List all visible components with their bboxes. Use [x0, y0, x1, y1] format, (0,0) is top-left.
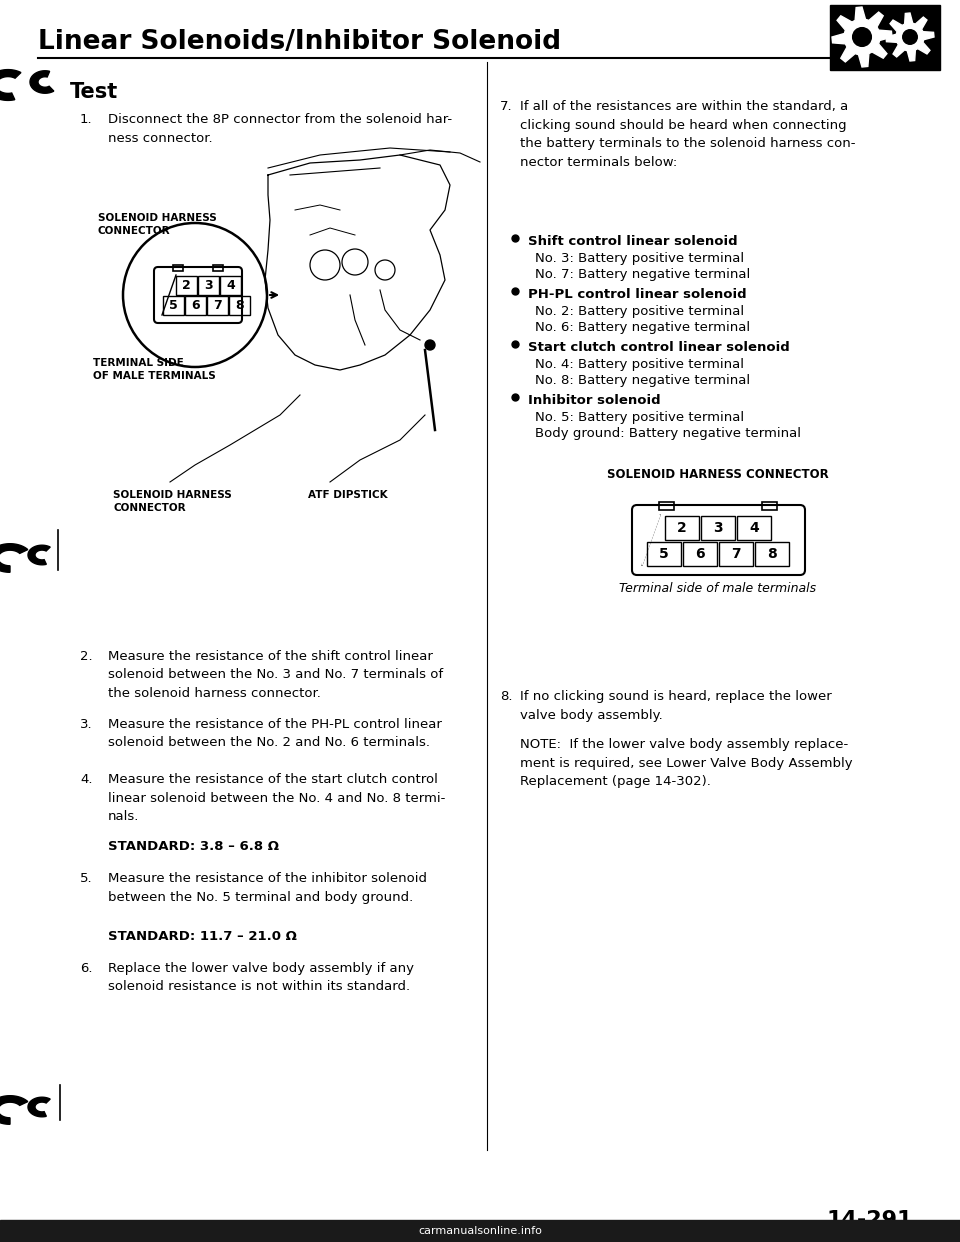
Text: No. 6: Battery negative terminal: No. 6: Battery negative terminal: [535, 320, 750, 334]
Bar: [647, 542, 681, 566]
Polygon shape: [832, 7, 892, 67]
Bar: [701, 515, 735, 540]
Text: PH-PL control linear solenoid: PH-PL control linear solenoid: [528, 288, 747, 301]
Text: No. 3: Battery positive terminal: No. 3: Battery positive terminal: [535, 252, 744, 265]
Text: 1.: 1.: [80, 113, 92, 125]
Text: 4: 4: [749, 520, 758, 535]
Text: 5: 5: [660, 546, 669, 561]
Text: 14-291: 14-291: [827, 1210, 913, 1230]
Bar: [207, 296, 228, 315]
Bar: [213, 265, 223, 271]
Bar: [737, 515, 771, 540]
Bar: [220, 276, 241, 296]
Text: Disconnect the 8P connector from the solenoid har-
ness connector.: Disconnect the 8P connector from the sol…: [108, 113, 452, 144]
Text: Measure the resistance of the shift control linear
solenoid between the No. 3 an: Measure the resistance of the shift cont…: [108, 650, 444, 700]
Text: If all of the resistances are within the standard, a
clicking sound should be he: If all of the resistances are within the…: [520, 101, 855, 169]
Text: SOLENOID HARNESS
CONNECTOR: SOLENOID HARNESS CONNECTOR: [98, 212, 217, 236]
Text: Start clutch control linear solenoid: Start clutch control linear solenoid: [528, 342, 790, 354]
Bar: [229, 296, 250, 315]
Text: 4: 4: [227, 279, 235, 292]
Text: Body ground: Battery negative terminal: Body ground: Battery negative terminal: [535, 427, 801, 440]
Text: Terminal side of male terminals: Terminal side of male terminals: [619, 582, 817, 595]
Bar: [665, 515, 699, 540]
Text: Measure the resistance of the PH-PL control linear
solenoid between the No. 2 an: Measure the resistance of the PH-PL cont…: [108, 718, 442, 749]
Polygon shape: [28, 545, 50, 565]
Text: 7.: 7.: [500, 101, 513, 113]
Text: ATF DIPSTICK: ATF DIPSTICK: [308, 491, 388, 501]
Bar: [0, 1220, 960, 1242]
Text: No. 7: Battery negative terminal: No. 7: Battery negative terminal: [535, 268, 751, 281]
Bar: [173, 265, 183, 271]
Polygon shape: [0, 544, 28, 573]
Text: Linear Solenoids/Inhibitor Solenoid: Linear Solenoids/Inhibitor Solenoid: [38, 29, 562, 55]
Text: 2.: 2.: [80, 650, 92, 663]
Text: 2: 2: [182, 279, 191, 292]
Bar: [830, 5, 940, 70]
Text: STANDARD: 3.8 – 6.8 Ω: STANDARD: 3.8 – 6.8 Ω: [108, 840, 279, 853]
Text: Shift control linear solenoid: Shift control linear solenoid: [528, 235, 737, 248]
Text: SOLENOID HARNESS CONNECTOR: SOLENOID HARNESS CONNECTOR: [607, 468, 828, 481]
Text: No. 8: Battery negative terminal: No. 8: Battery negative terminal: [535, 374, 750, 388]
Polygon shape: [0, 70, 21, 101]
Bar: [198, 276, 219, 296]
Text: carmanualsonline.info: carmanualsonline.info: [418, 1226, 542, 1236]
Text: SOLENOID HARNESS
CONNECTOR: SOLENOID HARNESS CONNECTOR: [113, 491, 231, 513]
Circle shape: [425, 340, 435, 350]
Text: 4.: 4.: [80, 773, 92, 786]
Text: No. 5: Battery positive terminal: No. 5: Battery positive terminal: [535, 411, 744, 424]
Polygon shape: [30, 71, 54, 93]
Polygon shape: [642, 515, 660, 565]
Text: TERMINAL SIDE
OF MALE TERMINALS: TERMINAL SIDE OF MALE TERMINALS: [93, 358, 216, 381]
Circle shape: [852, 27, 872, 46]
Bar: [176, 276, 197, 296]
Text: 6: 6: [695, 546, 705, 561]
Polygon shape: [162, 274, 176, 315]
Text: 3: 3: [204, 279, 213, 292]
Bar: [163, 296, 184, 315]
Bar: [755, 542, 789, 566]
Text: 8.: 8.: [500, 691, 513, 703]
Text: 5: 5: [169, 299, 178, 312]
Text: 8: 8: [767, 546, 777, 561]
Bar: [683, 542, 717, 566]
Text: 8: 8: [235, 299, 244, 312]
Text: 7: 7: [732, 546, 741, 561]
Text: No. 4: Battery positive terminal: No. 4: Battery positive terminal: [535, 358, 744, 371]
Text: 7: 7: [213, 299, 222, 312]
Text: Measure the resistance of the start clutch control
linear solenoid between the N: Measure the resistance of the start clut…: [108, 773, 445, 823]
Text: 6.: 6.: [80, 963, 92, 975]
Text: Test: Test: [70, 82, 118, 102]
Text: STANDARD: 11.7 – 21.0 Ω: STANDARD: 11.7 – 21.0 Ω: [108, 930, 297, 943]
Text: 5.: 5.: [80, 872, 92, 886]
Text: 6: 6: [191, 299, 200, 312]
Text: If no clicking sound is heard, replace the lower
valve body assembly.: If no clicking sound is heard, replace t…: [520, 691, 831, 722]
Polygon shape: [28, 1097, 50, 1117]
Text: NOTE:  If the lower valve body assembly replace-
ment is required, see Lower Val: NOTE: If the lower valve body assembly r…: [520, 738, 852, 787]
Bar: [659, 502, 674, 510]
Text: No. 2: Battery positive terminal: No. 2: Battery positive terminal: [535, 306, 744, 318]
Bar: [185, 296, 206, 315]
Polygon shape: [886, 12, 934, 61]
Text: Replace the lower valve body assembly if any
solenoid resistance is not within i: Replace the lower valve body assembly if…: [108, 963, 414, 994]
Text: 3.: 3.: [80, 718, 92, 732]
Text: 3: 3: [713, 520, 723, 535]
Bar: [719, 542, 753, 566]
Polygon shape: [0, 1095, 28, 1124]
Text: Inhibitor solenoid: Inhibitor solenoid: [528, 394, 660, 407]
Circle shape: [902, 30, 917, 45]
Bar: [762, 502, 777, 510]
Text: Measure the resistance of the inhibitor solenoid
between the No. 5 terminal and : Measure the resistance of the inhibitor …: [108, 872, 427, 903]
Text: 2: 2: [677, 520, 686, 535]
